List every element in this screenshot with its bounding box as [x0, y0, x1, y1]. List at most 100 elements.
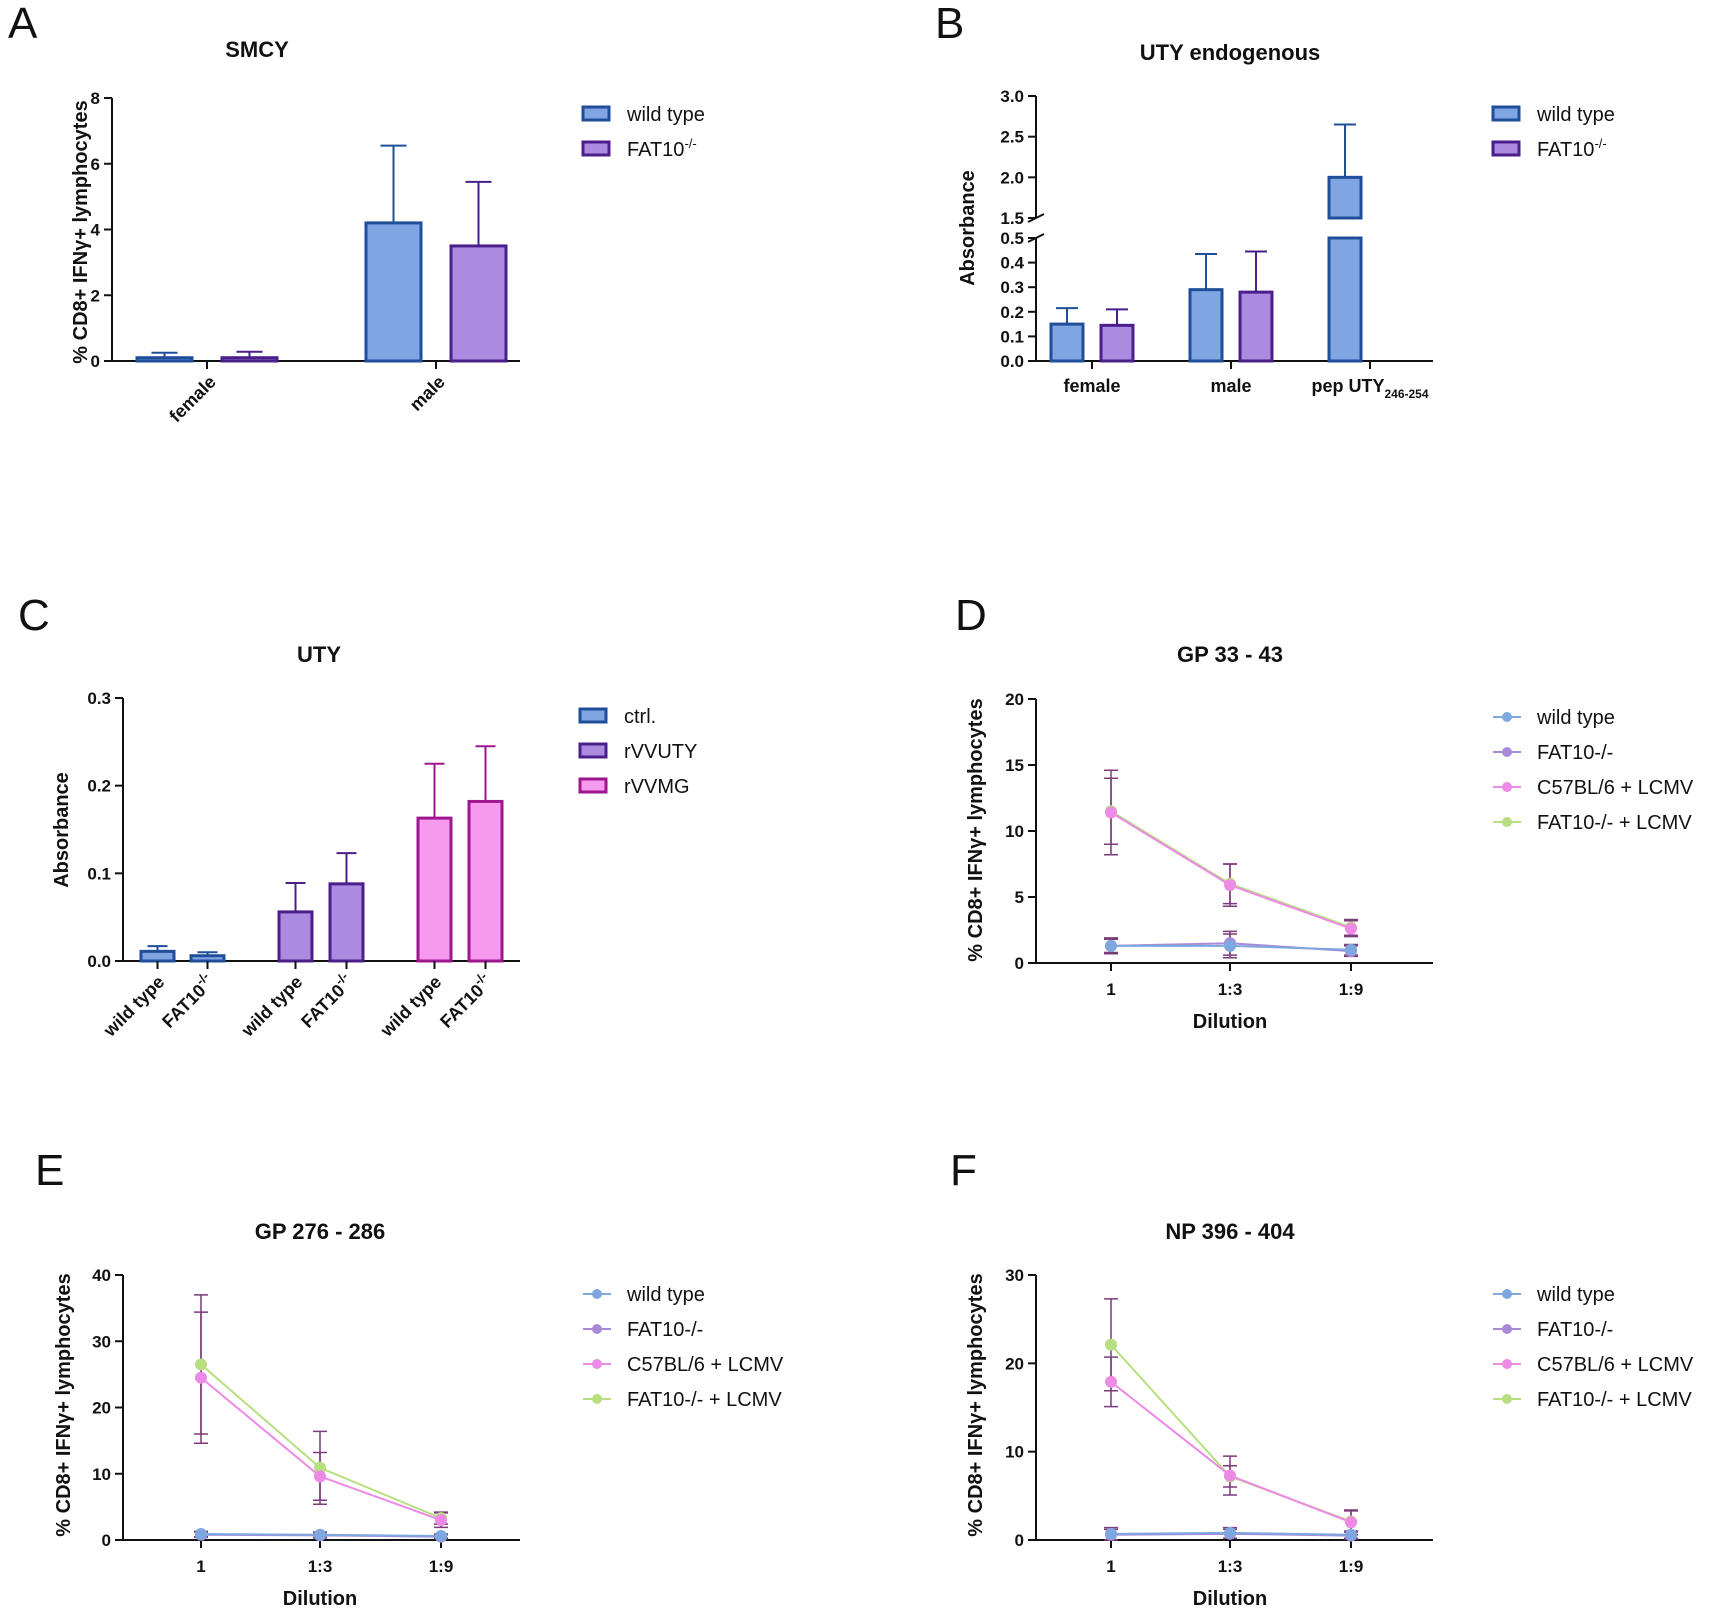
chart-e-point-2-1	[314, 1470, 326, 1483]
chart-c-ytick-label-1: 0.1	[87, 864, 111, 883]
chart-d-xtick-label-0: 1	[1106, 980, 1115, 999]
chart-e-point-0-1	[314, 1528, 326, 1541]
chart-d-legend-marker-3	[1502, 817, 1512, 827]
chart-f-xtick-label-2: 1:9	[1339, 1557, 1364, 1576]
chart-a: 0 2 4 6 8 female male wild type FAT10-/-	[91, 89, 705, 426]
chart-e-ytick-label-1: 10	[92, 1465, 111, 1484]
chart-f-xtick-label-1: 1:3	[1218, 1557, 1243, 1576]
chart-f-legend-label-2: C57BL/6 + LCMV	[1537, 1354, 1694, 1376]
chart-b-legend-label-0: wild type	[1536, 104, 1615, 126]
chart-b-err-0-0	[1056, 307, 1078, 325]
chart-a-legend-label-1: FAT10-/-	[627, 136, 697, 161]
chart-c-legend-label-0: ctrl.	[624, 706, 656, 728]
chart-d-ytick-label-2: 10	[1005, 822, 1024, 841]
chart-d-xtick-label-1: 1:3	[1218, 980, 1243, 999]
chart-c-bar-3	[328, 882, 365, 963]
chart-b-ytick-label-up-3: 3.0	[1000, 87, 1024, 106]
chart-c-err-4	[424, 762, 445, 819]
chart-d-legend-marker-0	[1502, 712, 1512, 722]
chart-f-legend-marker-1	[1502, 1324, 1512, 1334]
chart-b-xlabel-2: pep UTY246-254	[1311, 376, 1428, 401]
chart-e-legend-marker-2	[592, 1359, 602, 1369]
chart-a-err-0-1	[236, 350, 263, 358]
chart-e-point-3-0	[195, 1358, 207, 1371]
chart-a-title: SMCY	[225, 37, 289, 62]
chart-e-title: GP 276 - 286	[255, 1219, 385, 1244]
chart-c-legend-swatch-2	[578, 777, 608, 794]
chart-d-legend-label-2: C57BL/6 + LCMV	[1537, 777, 1694, 799]
chart-f-point-3-0	[1105, 1338, 1117, 1351]
chart-b-err-1-1	[1245, 250, 1267, 293]
chart-f-ytick-label-3: 30	[1005, 1266, 1024, 1285]
chart-f-legend-label-0: wild type	[1536, 1284, 1615, 1306]
chart-b-xlabel-0: female	[1063, 376, 1120, 396]
chart-b-ytick-label-up-1: 2.0	[1000, 168, 1024, 187]
chart-c-xlabel-2: wild type	[237, 972, 306, 1041]
chart-c-ytick-label-0: 0.0	[87, 952, 111, 971]
chart-c-err-3	[336, 852, 357, 884]
chart-e-legend-label-1: FAT10-/-	[627, 1319, 703, 1341]
chart-b-err-0-1	[1106, 308, 1128, 326]
chart-c-title: UTY	[297, 642, 341, 667]
chart-d-ytick-label-4: 20	[1005, 690, 1024, 709]
chart-b: 0.0 0.1 0.2 0.3 0.4 0.51.5 2.0 2.5 3.0 female male…	[1000, 87, 1614, 401]
chart-e-ytick-label-2: 20	[92, 1399, 111, 1418]
chart-b-err-1-0	[1195, 252, 1217, 290]
chart-d-ytick-label-3: 15	[1005, 756, 1024, 775]
chart-a-ytick-label-4: 8	[91, 89, 100, 108]
chart-f-legend-label-1: FAT10-/-	[1537, 1319, 1613, 1341]
chart-b-legend-swatch-0	[1491, 105, 1521, 122]
chart-d-point-0-0	[1105, 939, 1117, 952]
chart-c-legend-swatch-1	[578, 742, 608, 759]
chart-f-point-0-1	[1224, 1526, 1236, 1539]
chart-c-xlabel-4: wild type	[376, 972, 445, 1041]
chart-c-bar-1	[189, 954, 226, 963]
chart-c-err-5	[475, 745, 496, 802]
chart-c-bar-0	[139, 949, 176, 963]
chart-f-ytick-label-2: 20	[1005, 1354, 1024, 1373]
chart-b-legend-swatch-1	[1491, 140, 1521, 157]
panel-letter-c: C	[18, 591, 50, 640]
panel-letter-e: E	[35, 1146, 64, 1195]
chart-b-title: UTY endogenous	[1140, 40, 1321, 65]
chart-b-ytick-label-low-2: 0.2	[1000, 303, 1024, 322]
chart-c-legend-swatch-0	[578, 707, 608, 724]
chart-c-legend-label-1: rVVUTY	[624, 741, 697, 763]
chart-a-xlabel-1: male	[406, 372, 449, 415]
chart-d-point-2-1	[1224, 879, 1236, 892]
chart-a-bar-1-1	[449, 244, 508, 363]
chart-d-point-0-1	[1224, 939, 1236, 952]
chart-e-ylabel: % CD8+ IFNγ+ lymphocytes	[53, 1273, 75, 1536]
panel-letter-f: F	[950, 1146, 977, 1195]
chart-e-point-0-2	[435, 1530, 447, 1543]
chart-b-ylabel: Absorbance	[957, 170, 979, 286]
chart-a-bar-1-0	[364, 221, 423, 363]
chart-f: 0 10 20 30 1 1:3 1:9 wild type FAT10-/- C57BL/6 +…	[1005, 1266, 1694, 1576]
chart-d: 0 5 10 15 20 1 1:3 1:9 wild type FAT10-/- C57BL/6 …	[1005, 690, 1694, 999]
chart-f-legend-marker-3	[1502, 1394, 1512, 1404]
chart-e-xtick-label-2: 1:9	[429, 1557, 454, 1576]
chart-f-xlabel: Dilution	[1193, 1588, 1267, 1609]
chart-d-line-3	[1110, 810, 1352, 929]
chart-b-bar-2-0-lower	[1327, 236, 1363, 363]
chart-b-ytick-label-low-5: 0.5	[1000, 229, 1024, 248]
chart-f-title: NP 396 - 404	[1165, 1219, 1295, 1244]
chart-a-bar-0-0	[135, 356, 194, 363]
chart-a-xlabel-0: female	[165, 372, 219, 426]
chart-e-ytick-label-3: 30	[92, 1332, 111, 1351]
chart-a-ylabel: % CD8+ IFNγ+ lymphocytes	[70, 100, 92, 363]
chart-d-legend-marker-1	[1502, 747, 1512, 757]
chart-c-err-1	[197, 951, 218, 956]
chart-f-point-2-2	[1345, 1516, 1357, 1529]
chart-f-line-2	[1110, 1381, 1352, 1524]
chart-b-legend-label-1: FAT10-/-	[1537, 136, 1607, 161]
chart-b-bar-1-0	[1188, 288, 1224, 363]
chart-c-bar-4	[416, 816, 453, 963]
chart-a-legend-swatch-0	[581, 105, 611, 122]
chart-a-ytick-label-0: 0	[91, 352, 100, 371]
chart-b-ytick-label-up-0: 1.5	[1000, 209, 1024, 228]
chart-d-point-0-2	[1345, 943, 1357, 956]
chart-e-legend-label-3: FAT10-/- + LCMV	[627, 1389, 782, 1411]
